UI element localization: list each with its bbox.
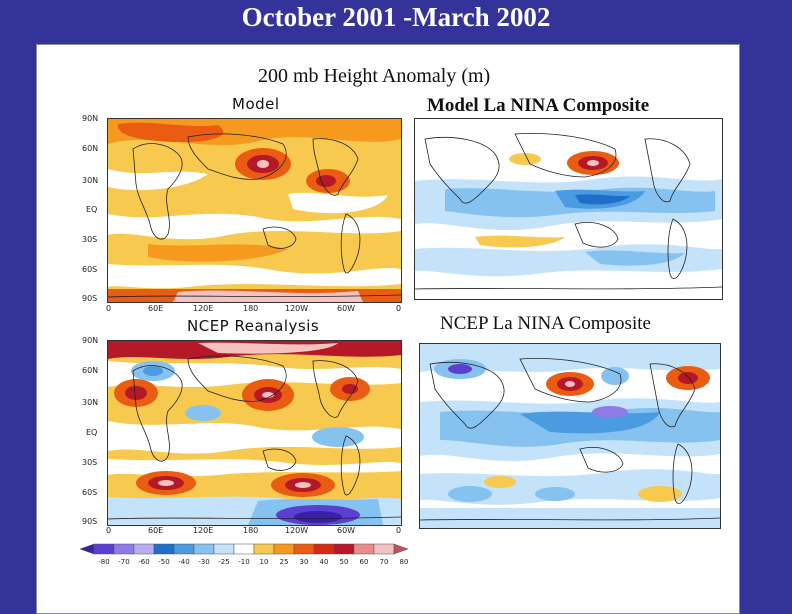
colorbar-swatch [313,543,335,555]
ncep-map-label: NCEP Reanalysis [187,317,320,335]
colorbar-label: -40 [178,558,190,566]
model-la-nina-composite-image [415,119,722,299]
lon-label: 60W [337,526,356,535]
colorbar-label: 70 [379,558,389,566]
lon-label: 0 [106,526,112,535]
figure-title: 200 mb Height Anomaly (m) [258,65,491,87]
colorbar-label: 80 [399,558,409,566]
lat-label: 30S [82,458,98,467]
lat-label: 60N [82,366,99,375]
model-map-label: Model [232,95,280,113]
lat-label: 30S [82,235,98,244]
ncep-la-nina-composite-image [420,344,720,528]
colorbar-swatch [353,543,375,555]
colorbar-swatch [253,543,275,555]
lon-label: 180 [243,304,259,313]
colorbar-swatch [173,543,195,555]
colorbar [80,543,409,555]
colorbar-swatch [293,543,315,555]
colorbar-swatch [93,543,115,555]
model-composite-title: Model La NINA Composite [427,95,650,116]
lon-label: 120E [193,304,214,313]
colorbar-swatch [373,543,395,555]
colorbar-label: 10 [259,558,269,566]
colorbar-arrow-left [80,543,95,555]
model-anomaly-map [107,118,402,303]
lat-label: 90N [82,114,99,123]
model-anomaly-map-image [108,119,401,302]
lon-label: 0 [396,526,402,535]
lat-label: 60N [82,144,99,153]
slide-title: October 2001 -March 2002 [241,2,551,32]
lat-label: 30N [82,398,99,407]
colorbar-swatch [233,543,255,555]
lon-label: 0 [106,304,112,313]
colorbar-swatch [213,543,235,555]
colorbar-label: 30 [299,558,309,566]
colorbar-label: -70 [118,558,130,566]
colorbar-label: 25 [279,558,289,566]
colorbar-arrow-right [393,543,409,555]
ncep-reanalysis-map-image [108,341,401,525]
lat-label: 90N [82,336,99,345]
ncep-composite-title: NCEP La NINA Composite [440,313,651,334]
lon-label: 120W [285,304,309,313]
colorbar-swatch [153,543,175,555]
lon-label: 60E [148,526,164,535]
colorbar-label: 40 [319,558,329,566]
lat-label: 60S [82,265,98,274]
colorbar-label: -80 [98,558,110,566]
lat-label: 60S [82,488,98,497]
lon-label: 120W [285,526,309,535]
lat-label: EQ [86,428,98,437]
colorbar-swatch [333,543,355,555]
lon-label: 180 [243,526,259,535]
ncep-la-nina-composite-map [419,343,721,529]
lon-label: 120E [193,526,214,535]
colorbar-swatch [273,543,295,555]
lon-label: 0 [396,304,402,313]
ncep-reanalysis-map [107,340,402,526]
lat-label: 30N [82,176,99,185]
lon-label: 60E [148,304,164,313]
colorbar-label: -50 [158,558,170,566]
model-la-nina-composite-map [414,118,723,300]
colorbar-swatch [193,543,215,555]
colorbar-label: -60 [138,558,150,566]
colorbar-swatch [113,543,135,555]
colorbar-label: -25 [218,558,230,566]
colorbar-label: 60 [359,558,369,566]
lat-label: EQ [86,205,98,214]
lat-label: 90S [82,517,98,526]
lat-label: 90S [82,294,98,303]
lon-label: 60W [337,304,356,313]
colorbar-label: -30 [198,558,210,566]
colorbar-label: -10 [238,558,250,566]
colorbar-swatch [133,543,155,555]
colorbar-label: 50 [339,558,349,566]
